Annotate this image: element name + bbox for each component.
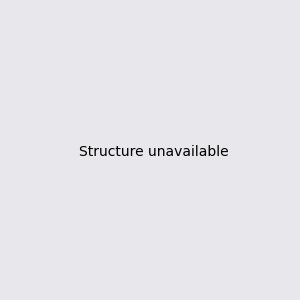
Text: Structure unavailable: Structure unavailable bbox=[79, 145, 229, 158]
